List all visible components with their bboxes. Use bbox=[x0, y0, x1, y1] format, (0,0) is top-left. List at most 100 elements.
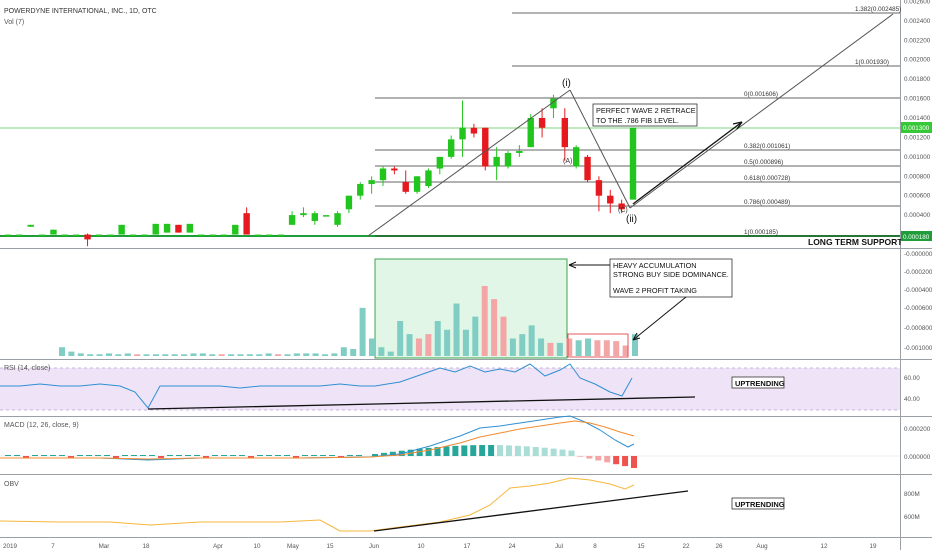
volume-axis: -0.000000 -0.000200 -0.000400 -0.000600 -0.0… bbox=[904, 251, 932, 352]
x-tick: 10 bbox=[417, 543, 425, 550]
profit-arrow bbox=[632, 296, 687, 341]
candle-body bbox=[322, 215, 330, 217]
obv-trendline bbox=[373, 490, 689, 532]
candle-body bbox=[197, 234, 205, 237]
candle-body bbox=[561, 118, 569, 148]
macd-bar bbox=[613, 456, 620, 465]
chart-title: POWERDYNE INTERNATIONAL, INC., 1D, OTC bbox=[4, 8, 157, 15]
volume-bar bbox=[105, 353, 112, 356]
candle-body bbox=[436, 156, 444, 169]
volume-bar bbox=[115, 354, 122, 356]
wave-a-label: (A) bbox=[563, 158, 572, 165]
macd-bar bbox=[380, 452, 387, 456]
projection-arrow bbox=[632, 121, 743, 205]
candle-body bbox=[266, 234, 273, 237]
macd-bar bbox=[194, 455, 200, 456]
candle-body bbox=[288, 215, 296, 225]
obv-trend-box bbox=[731, 497, 785, 510]
x-axis: 2019 7 Mar 18 Apr 10 May 15 Jun 10 17 24 Jul 8 15 22 26 A… bbox=[3, 543, 877, 550]
fib-label: 1.382(0.002485) bbox=[855, 6, 901, 13]
obv-trend-label: UPTRENDING bbox=[735, 500, 785, 509]
candle-body bbox=[550, 98, 557, 109]
candle-body bbox=[84, 234, 91, 240]
price-tick: 0.000600 bbox=[904, 193, 931, 200]
price-tick: 0.002400 bbox=[904, 18, 931, 25]
macd-bar bbox=[488, 445, 495, 456]
volume-bar bbox=[143, 354, 150, 356]
macd-bar bbox=[523, 446, 530, 456]
macd-bar bbox=[248, 456, 254, 458]
obv-tick-800: 800M bbox=[904, 491, 920, 498]
candle-body bbox=[50, 229, 57, 235]
volume-bar bbox=[622, 345, 629, 356]
volume-bar bbox=[472, 316, 479, 356]
obv-tick-600: 600M bbox=[904, 514, 920, 521]
volume-bar bbox=[547, 342, 554, 356]
fib-label: 1(0.001930) bbox=[855, 59, 889, 66]
macd-bar bbox=[50, 455, 56, 456]
macd-bar bbox=[577, 456, 584, 457]
macd-bar bbox=[604, 456, 611, 463]
volume-tick: -0.000800 bbox=[904, 325, 932, 332]
macd-bar bbox=[176, 455, 182, 456]
profit-arrowhead bbox=[632, 332, 641, 341]
accum-note-box bbox=[609, 258, 733, 298]
macd-bar bbox=[212, 455, 218, 456]
candle-body bbox=[186, 223, 194, 233]
volume-bar bbox=[265, 353, 272, 356]
candle-body bbox=[141, 234, 148, 237]
candle-body bbox=[209, 234, 216, 237]
fib-label: 0.618(0.000728) bbox=[744, 175, 790, 182]
volume-bars bbox=[59, 286, 638, 356]
price-tick: 0.000800 bbox=[904, 173, 931, 180]
projection-line bbox=[629, 13, 894, 209]
macd-bar bbox=[550, 448, 557, 456]
volume-bar bbox=[218, 354, 225, 356]
macd-bar bbox=[302, 455, 308, 456]
price-tick: 0.001200 bbox=[904, 134, 931, 141]
macd-bar bbox=[416, 448, 423, 456]
volume-bar bbox=[444, 329, 451, 356]
macd-bar bbox=[559, 449, 566, 456]
macd-bar bbox=[479, 445, 486, 456]
volume-bar bbox=[491, 299, 498, 356]
macd-bar bbox=[68, 456, 74, 458]
volume-bar bbox=[453, 303, 460, 356]
fib-label: 0.5(0.000896) bbox=[744, 159, 783, 166]
candle-body bbox=[107, 234, 114, 237]
price-tick: 0.001600 bbox=[904, 96, 931, 103]
macd-bar bbox=[86, 455, 92, 456]
candle-body bbox=[220, 234, 228, 237]
candle-body bbox=[368, 180, 375, 185]
fib-label: 1(0.000185) bbox=[744, 229, 778, 236]
volume-bar bbox=[481, 286, 488, 356]
candle-body bbox=[175, 224, 182, 233]
x-tick: 15 bbox=[326, 543, 334, 550]
macd-bar bbox=[434, 447, 441, 456]
candle-body bbox=[425, 170, 432, 186]
macd-line bbox=[0, 415, 635, 461]
macd-bar bbox=[541, 447, 548, 456]
rsi-tick-40: 40.00 bbox=[904, 396, 920, 403]
accum-note-line1: HEAVY ACCUMULATION bbox=[613, 261, 697, 270]
candle-body bbox=[584, 156, 591, 181]
macd-bar bbox=[461, 445, 468, 456]
wave-1-line bbox=[367, 89, 571, 237]
volume-bar bbox=[331, 353, 338, 356]
macd-bar bbox=[320, 455, 326, 456]
macd-bar bbox=[356, 455, 362, 456]
volume-tick: -0.000400 bbox=[904, 287, 932, 294]
x-tick: Aug bbox=[756, 543, 768, 550]
volume-bar bbox=[312, 353, 319, 356]
macd-bar bbox=[622, 456, 629, 467]
support-price-tag bbox=[901, 231, 932, 241]
macd-bar bbox=[203, 456, 209, 458]
candle-body bbox=[334, 213, 341, 225]
macd-tick-1: 0.000000 bbox=[904, 454, 931, 461]
candle-body bbox=[391, 168, 398, 171]
volume-bar bbox=[199, 353, 206, 356]
macd-bar bbox=[140, 455, 146, 456]
fib-label: 0(0.001606) bbox=[744, 91, 778, 98]
